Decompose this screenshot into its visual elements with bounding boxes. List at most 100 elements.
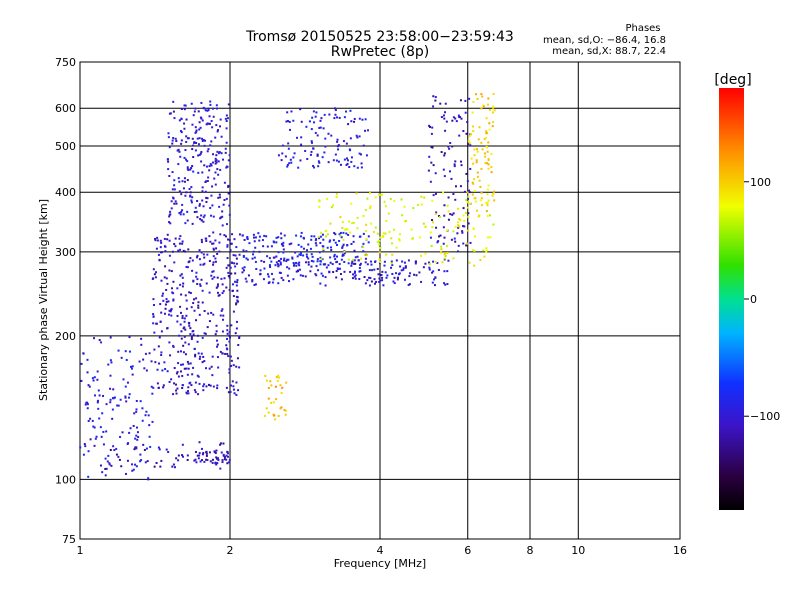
data-point [480, 167, 483, 170]
data-point [178, 334, 181, 337]
data-point [223, 181, 226, 184]
data-point [106, 460, 109, 463]
data-point [332, 159, 335, 162]
data-point [366, 279, 369, 282]
data-point [177, 163, 180, 166]
data-point [205, 200, 208, 203]
data-point [228, 336, 231, 339]
data-point [451, 119, 454, 122]
data-point [473, 178, 476, 181]
data-point [88, 385, 91, 388]
data-point [281, 152, 284, 155]
data-point [483, 105, 486, 108]
data-point [263, 267, 266, 270]
data-point [164, 368, 167, 371]
data-point [452, 212, 455, 215]
data-point [201, 289, 204, 292]
data-point [182, 282, 185, 285]
data-point [189, 362, 192, 365]
data-point [318, 251, 321, 254]
data-point [115, 447, 118, 450]
data-point [352, 273, 355, 276]
data-point [315, 238, 318, 241]
data-point [199, 263, 202, 266]
data-point [188, 324, 191, 327]
data-point [184, 194, 187, 197]
data-point [135, 465, 138, 468]
data-point [343, 158, 346, 161]
data-point [479, 185, 482, 188]
data-point [228, 331, 231, 334]
data-point [109, 374, 112, 377]
data-point [458, 134, 461, 137]
data-point [198, 204, 201, 207]
data-point [428, 268, 431, 271]
data-point [414, 260, 417, 263]
data-point [200, 447, 203, 450]
data-point [102, 443, 105, 446]
data-point [201, 186, 204, 189]
data-point [168, 254, 171, 257]
data-point [434, 96, 437, 99]
data-point [276, 263, 279, 266]
data-point [298, 264, 301, 267]
data-point [109, 401, 112, 404]
data-point [200, 352, 203, 355]
data-point [221, 215, 224, 218]
data-point [472, 130, 475, 133]
data-point [476, 148, 479, 151]
data-point [195, 319, 198, 322]
data-point [205, 458, 208, 461]
data-point [215, 324, 218, 327]
data-point [446, 251, 449, 254]
data-point [136, 431, 139, 434]
data-point [466, 180, 469, 183]
data-point [374, 226, 377, 229]
data-point [105, 403, 108, 406]
data-point [205, 454, 208, 457]
data-point [310, 140, 313, 143]
data-point [325, 197, 328, 200]
data-point [488, 122, 491, 125]
data-point [479, 259, 482, 262]
data-point [472, 249, 475, 252]
data-point [302, 236, 305, 239]
data-point [171, 139, 174, 142]
data-point [177, 249, 180, 252]
data-point [282, 241, 285, 244]
data-point [198, 137, 201, 140]
data-point [192, 333, 195, 336]
data-point [219, 217, 222, 220]
data-point [225, 114, 228, 117]
data-point [186, 392, 189, 395]
data-point [385, 276, 388, 279]
data-point [212, 248, 215, 251]
data-point [486, 188, 489, 191]
data-point [449, 170, 452, 173]
data-point [175, 140, 178, 143]
data-point [174, 137, 177, 140]
data-point [228, 276, 231, 279]
data-point [124, 350, 127, 353]
data-point [327, 161, 330, 164]
data-point [223, 458, 226, 461]
data-point [221, 292, 224, 295]
data-point [215, 247, 218, 250]
data-point [197, 393, 200, 396]
y-tick-label: 600 [55, 102, 76, 115]
data-point [325, 235, 328, 238]
x-tick-label: 1 [77, 544, 84, 557]
data-point [131, 469, 134, 472]
data-point [219, 442, 222, 445]
data-point [212, 385, 215, 388]
data-point [461, 231, 464, 234]
data-point [145, 447, 148, 450]
data-point [492, 120, 495, 123]
data-point [173, 184, 176, 187]
data-point [439, 102, 442, 105]
data-point [149, 445, 152, 448]
data-point [208, 451, 211, 454]
data-point [238, 233, 241, 236]
data-point [324, 263, 327, 266]
